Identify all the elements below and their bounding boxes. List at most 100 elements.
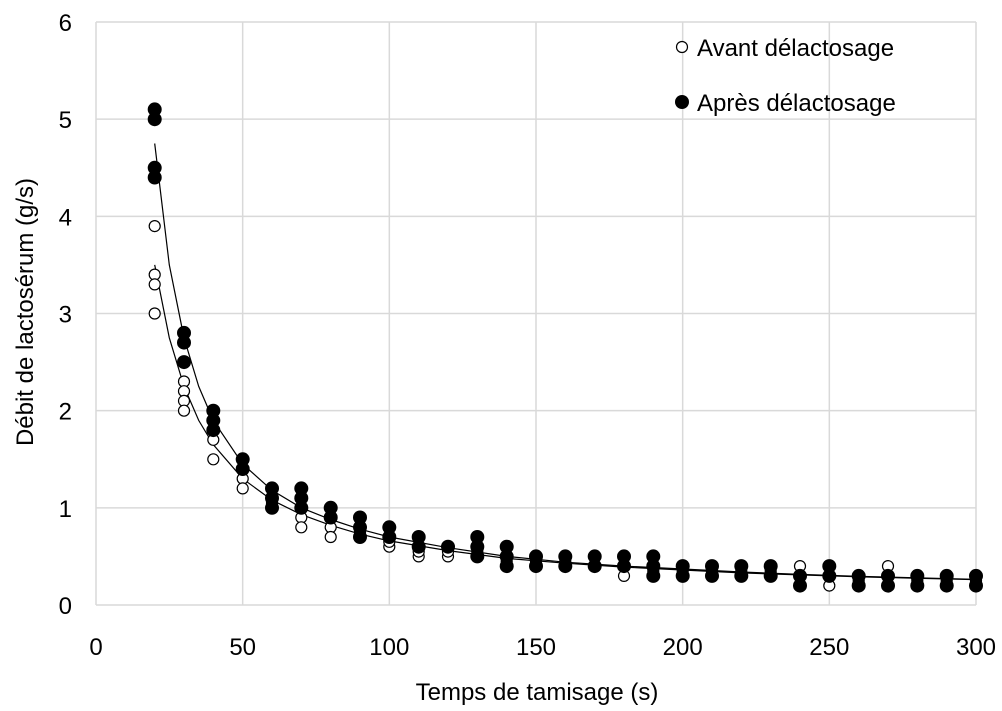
legend: Avant délactosage Après délactosage	[675, 35, 896, 117]
point-series-1-26	[411, 539, 426, 554]
point-series-1-50	[734, 568, 749, 583]
point-series-1-22	[353, 530, 367, 544]
x-tick-label-300: 300	[956, 634, 996, 661]
point-series-1-44	[646, 568, 661, 583]
point-series-1-17	[294, 500, 309, 515]
point-series-1-32	[499, 549, 514, 564]
point-series-1-66	[969, 578, 983, 593]
legend-marker-avant	[675, 40, 689, 54]
y-tick-label-3: 3	[59, 302, 72, 329]
point-series-1-12	[265, 481, 279, 496]
point-series-1-54	[793, 578, 807, 593]
point-series-1-29	[470, 539, 485, 554]
point-series-1-38	[587, 549, 602, 564]
point-series-1-10	[235, 452, 250, 467]
point-series-1-9	[206, 423, 221, 438]
point-series-1-20	[353, 510, 367, 525]
y-tick-label-4: 4	[59, 204, 72, 231]
point-series-1-15	[294, 481, 309, 496]
point-series-1-56	[822, 568, 837, 583]
point-series-1-27	[441, 539, 455, 554]
x-tick-label-100: 100	[369, 634, 409, 661]
x-tick-label-0: 0	[89, 634, 102, 661]
point-series-1-41	[617, 559, 631, 574]
point-series-1-23	[382, 520, 397, 535]
point-series-1-40	[617, 549, 631, 564]
point-series-1-16	[294, 491, 309, 506]
point-series-0-7	[177, 404, 191, 417]
point-series-0-18	[324, 530, 337, 544]
point-series-1-48	[705, 568, 719, 583]
point-series-1-53	[793, 568, 807, 583]
y-axis-title: Débit de lactosérum (g/s)	[12, 178, 39, 446]
point-series-1-46	[675, 568, 690, 583]
point-series-1-65	[969, 568, 983, 583]
point-series-1-30	[470, 549, 485, 564]
point-series-1-8	[206, 413, 221, 428]
x-tick-label-50: 50	[229, 634, 256, 661]
legend-label-avant: Avant délactosage	[697, 35, 894, 62]
point-series-1-24	[382, 530, 397, 544]
point-series-1-25	[411, 530, 426, 544]
trendlines	[154, 143, 977, 581]
x-tick-label-200: 200	[663, 634, 703, 661]
y-tick-label-1: 1	[59, 496, 72, 523]
point-series-1-1	[147, 112, 162, 127]
point-series-1-59	[881, 568, 895, 583]
point-series-1-13	[265, 491, 279, 506]
point-series-1-19	[323, 510, 338, 525]
x-tick-label-150: 150	[516, 634, 556, 661]
legend-marker-apres	[675, 95, 689, 109]
y-tick-label-0: 0	[59, 593, 72, 620]
y-tick-label-2: 2	[59, 399, 72, 426]
point-series-1-7	[206, 403, 221, 418]
point-series-0-3	[148, 307, 161, 320]
legend-label-apres: Après délactosage	[697, 90, 896, 117]
point-series-1-49	[734, 559, 749, 574]
point-series-0-10	[207, 453, 220, 466]
point-series-1-47	[705, 559, 719, 574]
point-series-0-0	[148, 220, 161, 233]
point-series-1-31	[499, 539, 514, 554]
point-series-1-60	[881, 578, 895, 593]
x-tick-label-250: 250	[809, 634, 849, 661]
tick-labels: 0 1 2 3 4 5 6 0 50 100 150 200 250 300	[59, 10, 996, 661]
point-series-1-64	[939, 578, 954, 593]
point-series-0-2	[148, 278, 161, 291]
point-series-1-37	[558, 559, 573, 574]
point-series-1-35	[529, 559, 543, 574]
y-tick-label-6: 6	[59, 10, 72, 37]
x-axis-title: Temps de tamisage (s)	[416, 679, 659, 706]
point-series-1-28	[470, 530, 485, 544]
point-series-1-43	[646, 559, 661, 574]
point-series-0-12	[236, 482, 249, 495]
point-series-1-55	[822, 559, 837, 574]
point-series-1-2	[147, 160, 162, 175]
y-tick-label-5: 5	[59, 107, 72, 134]
trendline-series-1	[154, 143, 977, 580]
gridlines	[95, 21, 977, 606]
point-series-1-63	[939, 568, 954, 583]
point-series-1-0	[147, 102, 162, 117]
point-series-1-5	[177, 335, 191, 350]
point-series-1-14	[265, 500, 279, 515]
point-series-1-3	[147, 170, 162, 185]
point-series-1-52	[763, 568, 778, 583]
point-series-1-57	[851, 568, 866, 583]
point-series-1-6	[177, 355, 191, 370]
point-series-1-58	[851, 578, 866, 593]
point-series-1-62	[910, 578, 925, 593]
point-series-1-45	[675, 559, 690, 574]
point-series-1-21	[353, 520, 367, 535]
point-series-1-18	[323, 500, 338, 515]
point-series-1-42	[646, 549, 661, 564]
point-series-1-34	[529, 549, 543, 564]
point-series-1-39	[587, 559, 602, 574]
point-series-1-61	[910, 568, 925, 583]
point-series-1-36	[558, 549, 573, 564]
point-series-1-33	[499, 559, 514, 574]
point-series-1-4	[177, 325, 191, 340]
data-points	[147, 102, 983, 593]
point-series-0-16	[295, 521, 308, 534]
